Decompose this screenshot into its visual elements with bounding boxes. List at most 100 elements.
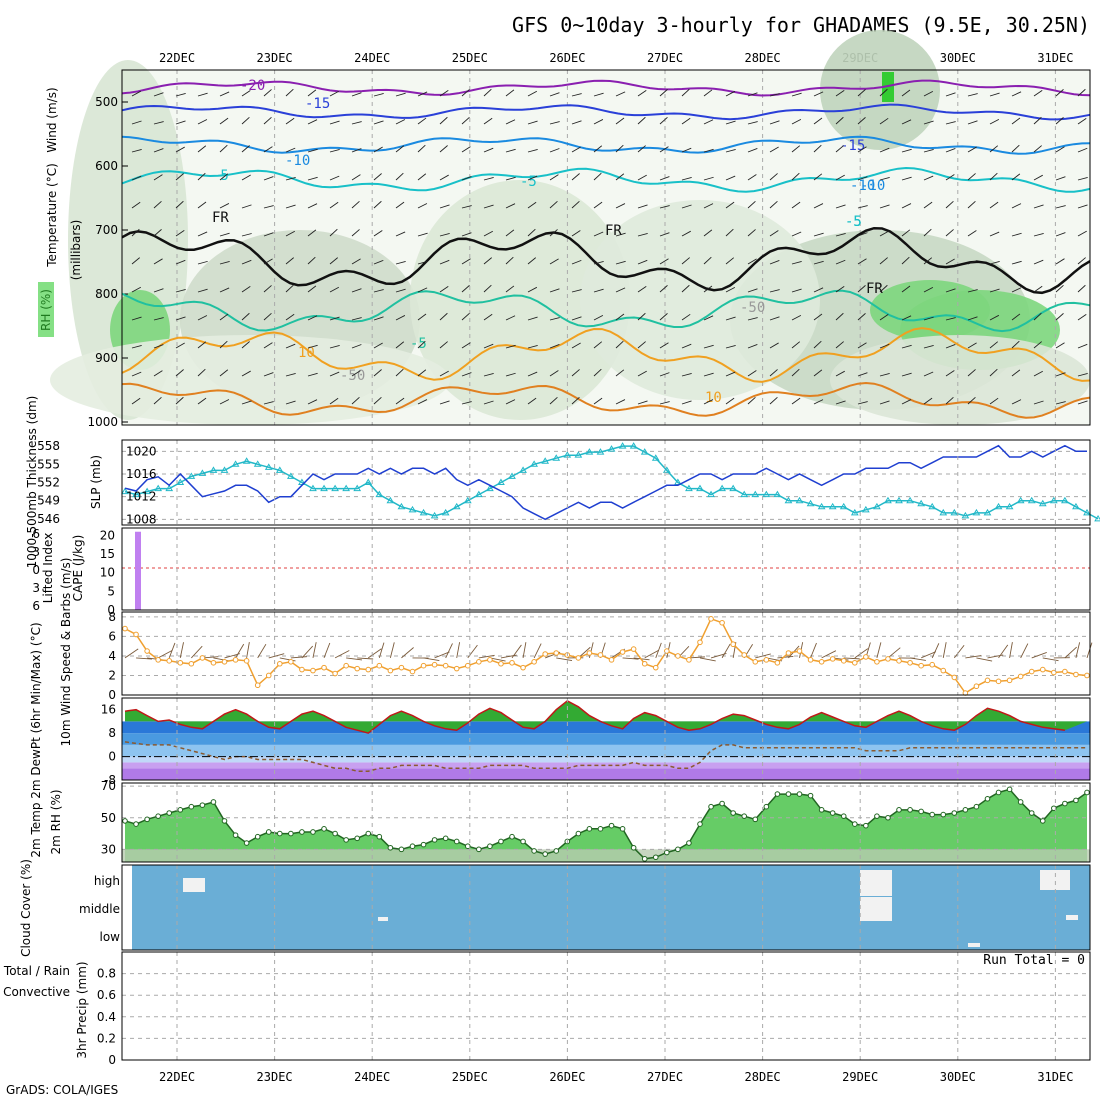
wind10-tick: 4 — [108, 649, 116, 663]
wind-barb — [967, 342, 977, 349]
wind-barb — [241, 341, 250, 349]
wind10-series-point — [796, 648, 803, 654]
wind-barb — [791, 260, 802, 265]
wind-barb — [1077, 230, 1087, 237]
rh-series-point — [243, 840, 250, 846]
wind-barb — [791, 231, 802, 237]
wind-barb — [417, 399, 428, 405]
wind-barb — [615, 399, 626, 405]
wind-barb — [483, 204, 494, 209]
wind-barb — [681, 373, 692, 377]
thickness-series-point — [607, 445, 616, 452]
upper-ylabel-pressure: (millibars) — [69, 220, 83, 281]
wind-barb — [593, 341, 603, 349]
isotherm-plus15 — [121, 381, 1091, 419]
wind-barb — [747, 121, 758, 125]
wind-barb — [813, 287, 824, 293]
wind-barb — [857, 401, 868, 405]
wind-barb — [593, 368, 602, 377]
wind-barb — [813, 91, 824, 97]
wind10-barb — [489, 657, 506, 662]
wind10-series-point — [155, 657, 161, 663]
wind-barb — [813, 399, 824, 405]
wind-barb — [967, 260, 978, 265]
wind-barb — [659, 176, 670, 181]
wind10-series-point — [951, 674, 958, 681]
wind-barb — [593, 92, 604, 97]
wind-barb — [241, 90, 251, 97]
wind-barb — [351, 121, 362, 125]
wind-barb — [483, 117, 493, 125]
wind-barb — [549, 92, 560, 97]
wind-barb — [1077, 88, 1086, 97]
wind10-series-point — [619, 649, 626, 655]
thickness-series-point — [729, 484, 738, 492]
wind-barb — [1055, 232, 1066, 237]
wind-barb — [681, 284, 690, 293]
wind-barb — [131, 257, 140, 265]
thickness-series-point — [309, 484, 317, 492]
cloud-clear-patch — [968, 943, 980, 947]
precip-ylabel: 3hr Precip (mm) — [75, 961, 89, 1058]
wind-barb — [703, 315, 714, 321]
wind10-series-point — [553, 650, 560, 656]
rh-series-point — [763, 803, 770, 810]
wind-barb — [923, 344, 934, 349]
wind10-tick: 0 — [108, 688, 116, 702]
wind-barb — [659, 146, 669, 153]
wind-barb — [439, 90, 449, 97]
wind-barb — [879, 147, 890, 153]
wind-barb — [857, 89, 866, 97]
wind10-series-point — [984, 677, 991, 684]
wind-barb — [483, 257, 492, 265]
wind-barb — [615, 369, 625, 377]
wind-barb — [439, 174, 449, 181]
thickness-series-point — [486, 484, 494, 492]
wind10-barb — [843, 657, 860, 660]
wind-barb — [461, 232, 472, 237]
temp-band — [122, 721, 1090, 734]
rh-series-point — [1028, 810, 1035, 816]
thickness-series-point — [552, 454, 561, 461]
pressure-tick: 900 — [95, 351, 118, 365]
wind-barb — [285, 88, 294, 97]
wind-barb — [725, 175, 736, 181]
wind-barb — [505, 344, 516, 349]
wind-barb — [681, 204, 692, 209]
date-label-bottom: 29DEC — [842, 1070, 878, 1084]
wind10-barb — [721, 643, 731, 659]
rh-series-point — [354, 835, 361, 842]
wind10-barb — [931, 643, 940, 659]
wind-barb — [329, 345, 340, 349]
wind-barb — [1011, 260, 1022, 265]
wind-barb — [681, 257, 690, 265]
wind-barb — [989, 397, 999, 405]
wind10-series-point — [520, 664, 526, 671]
wind-barb — [197, 201, 207, 209]
thickness-series-point — [983, 508, 992, 516]
wind-barb — [923, 228, 932, 237]
wind-barb — [791, 172, 800, 181]
thickness-series-point — [430, 511, 439, 519]
contour-label: -50 — [740, 300, 765, 316]
wind-barb — [989, 231, 1000, 237]
wind10-barb — [942, 642, 947, 658]
wind-barb — [1055, 372, 1066, 377]
wind-barb — [879, 400, 890, 405]
wind-barb — [131, 228, 140, 237]
wind-barb — [153, 121, 164, 125]
rh-series-point — [1006, 786, 1013, 793]
wind-barb — [857, 232, 868, 237]
rh-series-point — [918, 808, 924, 815]
contour-label: -15 — [840, 138, 865, 154]
wind10-series-point — [531, 659, 537, 665]
wind-barb — [725, 344, 736, 349]
wind-barb — [351, 317, 362, 321]
wind-barb — [813, 340, 822, 349]
thickness-series-point — [917, 499, 926, 507]
thickness-series-point — [286, 472, 295, 479]
rh-series-point — [299, 829, 305, 835]
wind-barb — [593, 260, 604, 265]
temp-fill — [125, 700, 1087, 734]
wind-barb — [769, 93, 780, 97]
